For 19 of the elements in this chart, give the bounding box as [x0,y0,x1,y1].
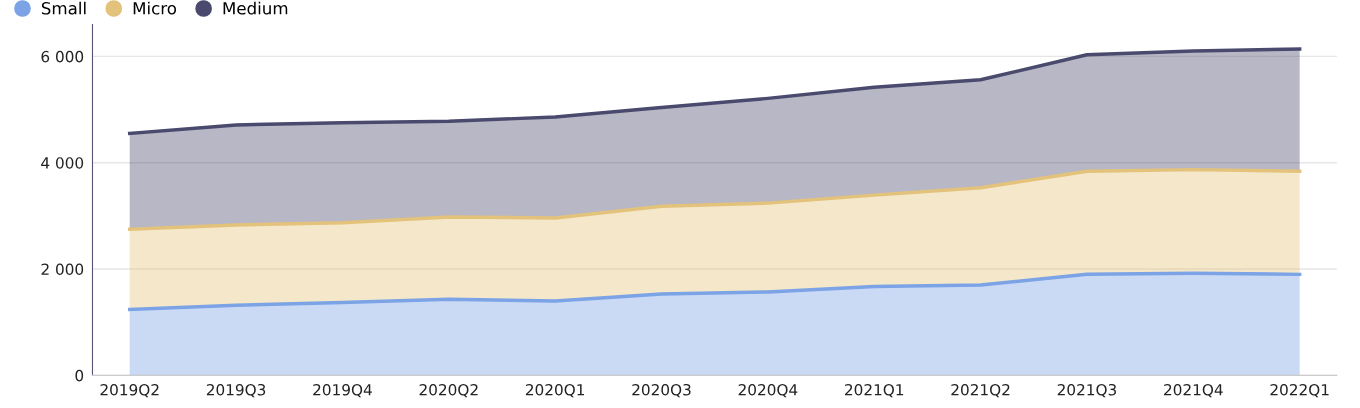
y-tick-label: 0 [75,369,84,382]
legend-label: Medium [223,1,288,15]
legend-label: Micro [133,1,177,15]
x-tick-label: 2019Q4 [313,383,372,398]
x-tick-label: 2021Q2 [951,383,1010,398]
x-tick-label: 2019Q3 [206,383,266,398]
y-tick-label: 4 000 [41,157,84,169]
x-tick-label: 2019Q2 [100,383,159,398]
x-tick-label: 2021Q4 [1164,383,1223,398]
x-tick-label: 2020Q1 [525,383,585,398]
x-tick-label: 2020Q3 [632,383,691,398]
x-tick-label: 2022Q1 [1270,383,1329,398]
x-tick-label: 2020Q4 [738,383,798,398]
y-tick-label: 2 000 [41,263,84,276]
y-tick-label: 6 000 [41,50,84,63]
x-tick-label: 2020Q2 [419,383,478,398]
x-tick-label: 2021Q3 [1057,383,1117,398]
x-tick-label: 2021Q1 [845,383,904,398]
legend-label: Small [41,1,86,15]
